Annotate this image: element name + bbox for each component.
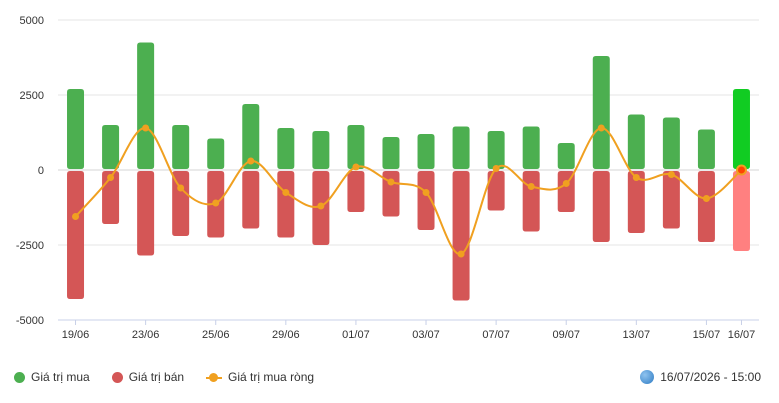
net-point [317, 202, 325, 210]
sell-bar [347, 171, 365, 212]
sell-bar [172, 171, 190, 236]
x-tick-label: 13/07 [623, 329, 651, 341]
sell-bar [277, 171, 295, 238]
buy-bar [557, 143, 575, 169]
buy-bar [697, 129, 715, 169]
y-tick-label: 2500 [20, 90, 44, 102]
net-point [422, 189, 430, 196]
sell-bar [242, 171, 260, 229]
legend-item-net[interactable]: Giá trị mua ròng [206, 370, 314, 384]
buy-bar [522, 126, 540, 169]
sell-bar [67, 171, 85, 299]
x-tick-label: 23/06 [132, 329, 160, 341]
net-point [107, 174, 115, 181]
sell-bar [662, 171, 680, 229]
legend-item-sell[interactable]: Giá trị bán [111, 370, 185, 384]
legend-net-marker [206, 372, 223, 383]
sell-bar [592, 171, 610, 242]
buy-bar [592, 56, 610, 169]
sell-bar [452, 171, 470, 301]
timestamp-text: 16/07/2026 - 15:00 [660, 370, 761, 384]
net-point [492, 165, 500, 172]
legend-net-label: Giá trị mua ròng [228, 370, 315, 384]
legend-buy-label: Giá trị mua [31, 370, 90, 384]
buy-bar [452, 126, 470, 169]
net-point [735, 164, 747, 176]
buy-bar [627, 114, 645, 169]
buy-bar [242, 104, 260, 169]
x-tick-label: 15/07 [693, 329, 721, 341]
sell-bar [487, 171, 505, 211]
net-point [212, 199, 220, 207]
x-tick-label: 07/07 [482, 329, 510, 341]
net-point [457, 250, 465, 258]
sell-bar [137, 171, 155, 256]
sell-bar [382, 171, 400, 217]
y-tick-label: 5000 [20, 15, 44, 27]
net-point [352, 163, 360, 171]
buy-bar [417, 134, 435, 169]
buy-bar [102, 125, 120, 169]
x-tick-label: 09/07 [552, 329, 580, 341]
legend-item-buy[interactable]: Giá trị mua [14, 370, 90, 384]
x-tick-label: 16/07 [728, 329, 756, 341]
net-point [142, 124, 150, 132]
sell-bar [627, 171, 645, 233]
sell-bar [417, 171, 435, 230]
legend-buy-marker [14, 371, 25, 383]
buy-bar [137, 42, 155, 169]
sell-bar [557, 171, 575, 212]
buy-bar [732, 89, 750, 169]
sell-bar [697, 171, 715, 242]
x-tick-label: 25/06 [202, 329, 230, 341]
net-point [667, 171, 675, 178]
buy-bar [67, 89, 85, 169]
net-point [702, 195, 710, 202]
x-tick-label: 19/06 [62, 329, 90, 341]
sell-bar [102, 171, 120, 224]
y-tick-label: -5000 [16, 315, 44, 327]
legend-sell-marker [111, 371, 123, 383]
legend-sell-label: Giá trị bán [128, 370, 185, 384]
net-point [72, 213, 80, 220]
buy-bar [207, 138, 225, 169]
timestamp: 16/07/2026 - 15:00 [640, 370, 761, 384]
sell-bar [732, 171, 750, 251]
buy-bar [347, 125, 365, 169]
bar-line-chart: 5000 2500 0 -2500 -5000 19/06 23/06 25/06 29/06 0… [16, 15, 759, 341]
sell-bar [522, 171, 540, 232]
net-point [282, 189, 290, 196]
net-point [632, 174, 640, 181]
buy-bar [487, 131, 505, 169]
buy-bar [312, 131, 330, 169]
globe-icon [640, 370, 655, 384]
net-point [387, 178, 395, 186]
y-tick-label: 0 [38, 165, 44, 177]
net-point [597, 124, 605, 132]
legend: Giá trị mua Giá trị bán Giá trị mua ròng [14, 370, 314, 384]
net-point [527, 183, 535, 190]
net-point [177, 184, 185, 192]
net-point [247, 157, 255, 165]
x-tick-label: 03/07 [412, 329, 440, 341]
buy-bar [277, 128, 295, 169]
x-tick-label: 01/07 [342, 329, 370, 341]
buy-bar [662, 117, 680, 169]
buy-bar [172, 125, 190, 169]
net-point [562, 180, 570, 187]
y-tick-label: -2500 [16, 240, 44, 252]
buy-bar [382, 137, 400, 169]
x-tick-label: 29/06 [272, 329, 300, 341]
